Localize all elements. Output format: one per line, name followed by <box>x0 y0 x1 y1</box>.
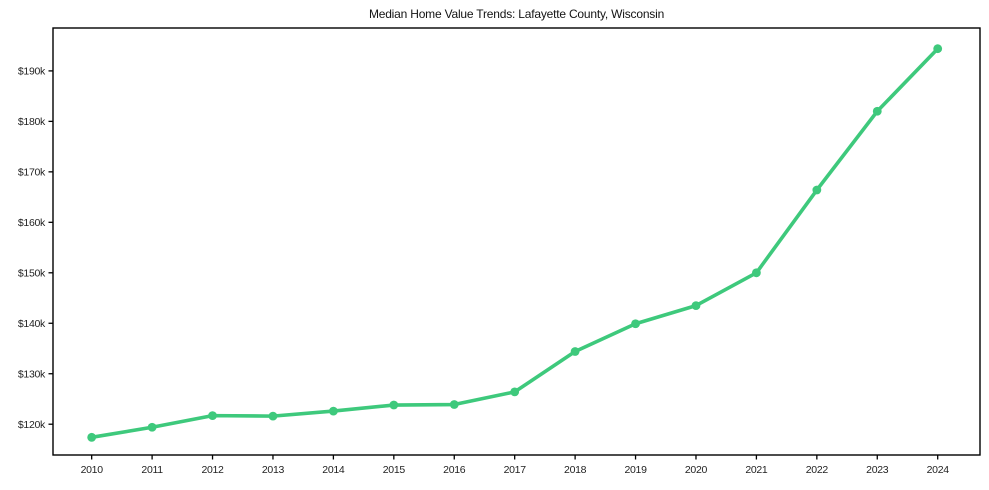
x-tick-label: 2010 <box>81 464 104 476</box>
y-tick-label: $120k <box>18 419 46 431</box>
y-tick-label: $140k <box>18 318 46 330</box>
plot-area <box>52 27 981 456</box>
data-point <box>268 411 278 421</box>
x-tick-label: 2021 <box>745 464 768 476</box>
x-tick-label: 2015 <box>383 464 406 476</box>
x-tick-label: 2019 <box>624 464 647 476</box>
y-tick-label: $170k <box>18 167 46 179</box>
x-tick-label: 2014 <box>322 464 345 476</box>
data-point <box>510 387 520 397</box>
y-tick-label: $160k <box>18 217 46 229</box>
x-tick-label: 2022 <box>806 464 829 476</box>
data-point <box>328 406 338 416</box>
data-point <box>691 301 701 311</box>
chart-title: Median Home Value Trends: Lafayette Coun… <box>368 7 665 21</box>
x-tick-label: 2011 <box>141 464 163 476</box>
x-tick-label: 2020 <box>685 464 708 476</box>
data-point <box>752 268 761 278</box>
data-point <box>208 411 217 421</box>
data-point <box>87 432 97 442</box>
data-point <box>631 319 640 329</box>
x-tick-label: 2013 <box>262 464 285 476</box>
x-tick-label: 2012 <box>201 464 224 476</box>
data-point <box>570 347 580 356</box>
y-tick-label: $130k <box>18 369 46 381</box>
x-tick-label: 2024 <box>927 464 950 476</box>
x-tick-label: 2016 <box>443 464 466 476</box>
data-point <box>147 422 157 432</box>
x-tick-label: 2023 <box>866 464 889 476</box>
data-point <box>812 185 822 195</box>
y-tick-label: $180k <box>18 116 46 128</box>
data-point <box>389 400 399 410</box>
data-point <box>449 400 459 409</box>
data-point <box>933 44 943 54</box>
y-tick-label: $190k <box>18 66 46 78</box>
y-tick-label: $150k <box>18 268 46 280</box>
x-tick-label: 2018 <box>564 464 587 476</box>
data-point <box>872 106 882 116</box>
x-tick-label: 2017 <box>504 464 527 476</box>
